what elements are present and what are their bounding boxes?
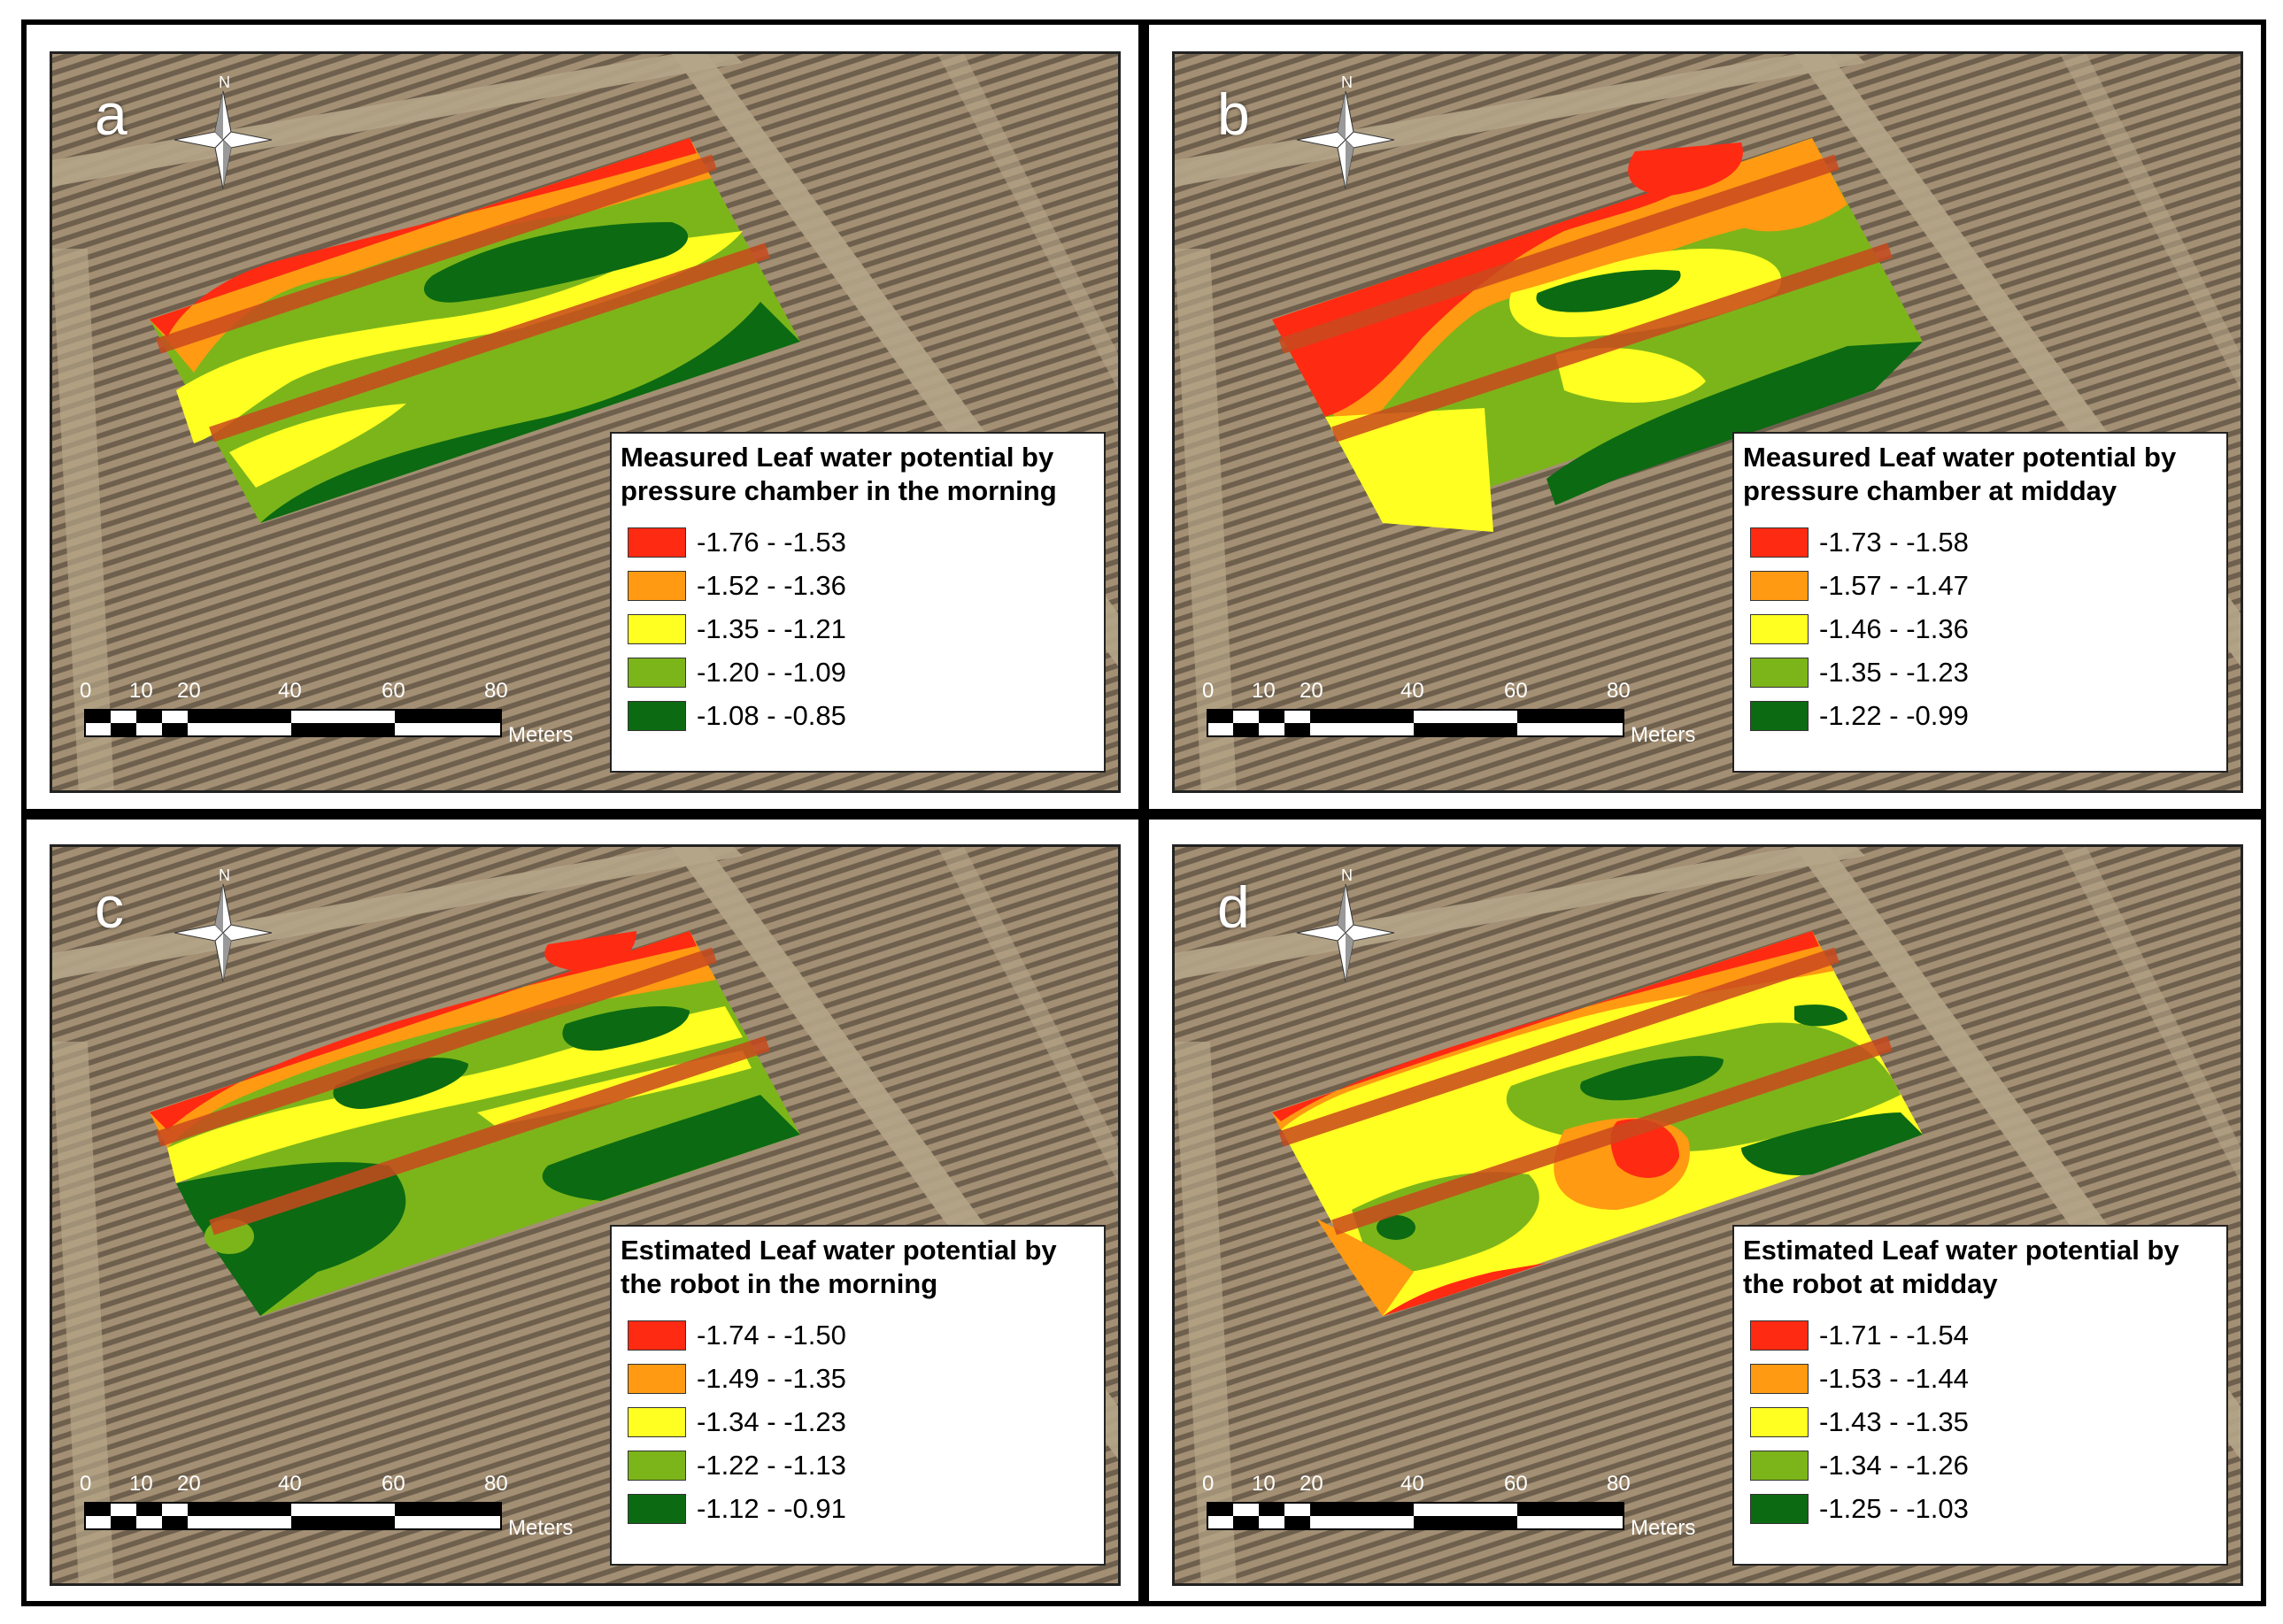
- scale-bar: [79, 1471, 575, 1541]
- legend-swatch: [1750, 657, 1809, 688]
- legend-swatch: [1750, 1363, 1809, 1394]
- north-arrow-icon: [1296, 73, 1395, 189]
- legend-row: -1.08 - -0.85: [621, 694, 1095, 737]
- legend-row: -1.46 - -1.36: [1743, 607, 2217, 650]
- map-d: d Estimated Leaf water potential by the …: [1172, 844, 2243, 1586]
- potential-surface: [150, 138, 800, 523]
- legend-swatch: [628, 1363, 686, 1394]
- legend-row: -1.49 - -1.35: [621, 1357, 1095, 1400]
- legend-label: -1.73 - -1.58: [1819, 526, 1969, 558]
- surface-d: [1272, 931, 1923, 1316]
- legend: Estimated Leaf water potential by the ro…: [610, 1225, 1106, 1566]
- legend: Estimated Leaf water potential by the ro…: [1732, 1225, 2228, 1566]
- panel-letter: d: [1217, 874, 1250, 940]
- legend-row: -1.35 - -1.23: [1743, 650, 2217, 694]
- surface-c: [150, 931, 800, 1316]
- panel-letter: a: [95, 81, 127, 147]
- legend-swatch: [628, 613, 686, 644]
- legend-swatch: [628, 527, 686, 558]
- map-b: b Measured Leaf water potential by press…: [1172, 51, 2243, 793]
- panel-letter: b: [1217, 81, 1250, 147]
- legend-row: -1.73 - -1.58: [1743, 520, 2217, 564]
- legend-swatch: [628, 1406, 686, 1437]
- legend-label: -1.49 - -1.35: [697, 1362, 846, 1394]
- legend-row: -1.71 - -1.54: [1743, 1313, 2217, 1357]
- legend-row: -1.34 - -1.23: [621, 1400, 1095, 1443]
- potential-surface: [1272, 138, 1923, 532]
- legend-row: -1.74 - -1.50: [621, 1313, 1095, 1357]
- panel-b: b Measured Leaf water potential by press…: [1144, 19, 2266, 814]
- legend-swatch: [1750, 613, 1809, 644]
- north-arrow-icon: [174, 866, 273, 982]
- legend-row: -1.12 - -0.91: [621, 1487, 1095, 1530]
- panel-c: c Estimated Leaf water potential by the …: [21, 814, 1144, 1606]
- legend-swatch: [1750, 1493, 1809, 1524]
- legend-label: -1.43 - -1.35: [1819, 1405, 1969, 1437]
- legend-row: -1.35 - -1.21: [621, 607, 1095, 650]
- legend-label: -1.22 - -0.99: [1819, 699, 1969, 731]
- legend-row: -1.25 - -1.03: [1743, 1487, 2217, 1530]
- legend-label: -1.52 - -1.36: [697, 569, 846, 601]
- legend-swatch: [628, 700, 686, 731]
- legend-swatch: [1750, 700, 1809, 731]
- legend-swatch: [628, 570, 686, 601]
- scale-bar: [79, 678, 575, 748]
- legend-swatch: [1750, 570, 1809, 601]
- legend: Measured Leaf water potential by pressur…: [1732, 432, 2228, 773]
- panel-letter: c: [95, 874, 124, 940]
- legend-swatch: [1750, 1450, 1809, 1481]
- legend-row: -1.76 - -1.53: [621, 520, 1095, 564]
- legend-label: -1.76 - -1.53: [697, 526, 846, 558]
- panel-a: a Measured Leaf water potential by press…: [21, 19, 1144, 814]
- legend-row: -1.22 - -1.13: [621, 1443, 1095, 1487]
- surface-a: [150, 138, 800, 523]
- legend-swatch: [1750, 1320, 1809, 1351]
- legend-swatch: [628, 1493, 686, 1524]
- legend-label: -1.35 - -1.21: [697, 612, 846, 644]
- legend-row: -1.53 - -1.44: [1743, 1357, 2217, 1400]
- legend-label: -1.46 - -1.36: [1819, 612, 1969, 644]
- legend-label: -1.35 - -1.23: [1819, 656, 1969, 688]
- legend-swatch: [628, 1450, 686, 1481]
- legend-title: Estimated Leaf water potential by the ro…: [1743, 1235, 2179, 1299]
- legend-swatch: [1750, 1406, 1809, 1437]
- legend-row: -1.57 - -1.47: [1743, 564, 2217, 607]
- legend-row: -1.52 - -1.36: [621, 564, 1095, 607]
- legend: Measured Leaf water potential by pressur…: [610, 432, 1106, 773]
- legend-title: Measured Leaf water potential by pressur…: [1743, 442, 2177, 506]
- legend-title: Measured Leaf water potential by pressur…: [621, 442, 1057, 506]
- legend-row: -1.22 - -0.99: [1743, 694, 2217, 737]
- north-arrow-icon: [174, 73, 273, 189]
- legend-swatch: [628, 1320, 686, 1351]
- surface-b: [1272, 138, 1923, 532]
- legend-row: -1.43 - -1.35: [1743, 1400, 2217, 1443]
- legend-label: -1.12 - -0.91: [697, 1492, 846, 1524]
- legend-label: -1.74 - -1.50: [697, 1319, 846, 1351]
- legend-title: Estimated Leaf water potential by the ro…: [621, 1235, 1057, 1299]
- legend-label: -1.34 - -1.26: [1819, 1449, 1969, 1481]
- legend-label: -1.71 - -1.54: [1819, 1319, 1969, 1351]
- legend-label: -1.08 - -0.85: [697, 699, 846, 731]
- legend-label: -1.53 - -1.44: [1819, 1362, 1969, 1394]
- legend-row: -1.34 - -1.26: [1743, 1443, 2217, 1487]
- legend-swatch: [628, 657, 686, 688]
- legend-row: -1.20 - -1.09: [621, 650, 1095, 694]
- panel-d: d Estimated Leaf water potential by the …: [1144, 814, 2266, 1606]
- potential-surface: [1272, 931, 1923, 1316]
- legend-label: -1.34 - -1.23: [697, 1405, 846, 1437]
- legend-label: -1.22 - -1.13: [697, 1449, 846, 1481]
- map-c: c Estimated Leaf water potential by the …: [50, 844, 1121, 1586]
- legend-swatch: [1750, 527, 1809, 558]
- legend-label: -1.20 - -1.09: [697, 656, 846, 688]
- legend-label: -1.25 - -1.03: [1819, 1492, 1969, 1524]
- scale-bar: [1201, 678, 1697, 748]
- north-arrow-icon: [1296, 866, 1395, 982]
- scale-bar: [1201, 1471, 1697, 1541]
- map-a: a Measured Leaf water potential by press…: [50, 51, 1121, 793]
- legend-label: -1.57 - -1.47: [1819, 569, 1969, 601]
- potential-surface: [150, 931, 800, 1316]
